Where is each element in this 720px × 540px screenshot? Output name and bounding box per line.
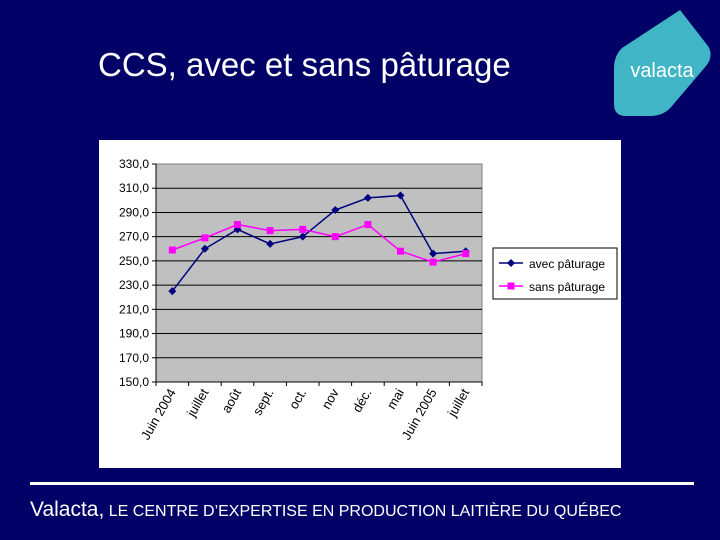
data-point	[168, 246, 176, 254]
x-tick-label: mai	[384, 386, 408, 412]
data-point	[429, 258, 437, 266]
x-tick-label: oct.	[286, 386, 309, 412]
data-point	[266, 227, 274, 235]
data-point	[363, 193, 372, 202]
y-tick-label: 330,0	[119, 157, 149, 171]
footer-rule	[30, 482, 694, 485]
data-point	[429, 249, 438, 258]
y-tick-label: 150,0	[119, 375, 149, 389]
x-tick-label: Juin 2004	[138, 386, 179, 442]
footer-tagline: LE CENTRE D’EXPERTISE EN PRODUCTION LAIT…	[104, 503, 622, 520]
data-point	[462, 250, 470, 258]
x-tick-label: août	[218, 386, 244, 416]
x-tick-label: déc.	[349, 386, 374, 415]
y-tick-label: 230,0	[119, 278, 149, 292]
x-tick-label: juillet	[183, 386, 211, 420]
y-tick-label: 290,0	[119, 205, 149, 219]
x-tick-label: juillet	[444, 386, 472, 420]
line-chart: 330,0 310,0 290,0 270,0 250,0 230,0 210,0 190,0…	[119, 157, 618, 442]
data-point	[396, 191, 405, 200]
y-tick-label: 310,0	[119, 181, 149, 195]
y-tick-label: 190,0	[119, 327, 149, 341]
x-tick-label: sept.	[250, 386, 277, 418]
legend-label: sans pâturage	[529, 280, 605, 294]
series-line-avec	[171, 194, 466, 292]
footer: Valacta, LE CENTRE D’EXPERTISE EN PRODUC…	[30, 498, 621, 522]
logo-shape	[614, 10, 711, 116]
data-point	[331, 233, 339, 241]
data-point	[397, 247, 404, 255]
y-tick-label: 210,0	[119, 302, 149, 316]
logo-text: valacta	[630, 60, 694, 82]
valacta-logo: valacta	[614, 10, 711, 116]
data-point	[234, 221, 241, 229]
data-point	[201, 234, 209, 242]
data-point	[233, 225, 242, 234]
data-point	[364, 221, 372, 229]
data-point	[168, 287, 177, 296]
legend-marker	[507, 259, 515, 267]
x-tick-label: nov	[318, 386, 342, 412]
y-tick-label: 250,0	[119, 254, 149, 268]
series-line-sans	[172, 223, 466, 263]
legend-label: avec pâturage	[529, 257, 605, 271]
data-point	[298, 232, 307, 241]
data-point	[299, 225, 307, 233]
slide-title: CCS, avec et sans pâturage	[98, 46, 511, 83]
legend-marker	[507, 282, 515, 290]
plot-area	[155, 163, 483, 383]
data-point	[331, 206, 340, 215]
y-tick-label: 270,0	[119, 230, 149, 244]
legend-box	[492, 247, 618, 300]
footer-brand: Valacta,	[30, 498, 105, 521]
data-point	[200, 244, 209, 253]
y-tick-label: 170,0	[119, 351, 149, 365]
chart-panel: 330,0 310,0 290,0 270,0 250,0 230,0 210,0 190,0…	[99, 140, 621, 468]
data-point	[266, 239, 275, 248]
